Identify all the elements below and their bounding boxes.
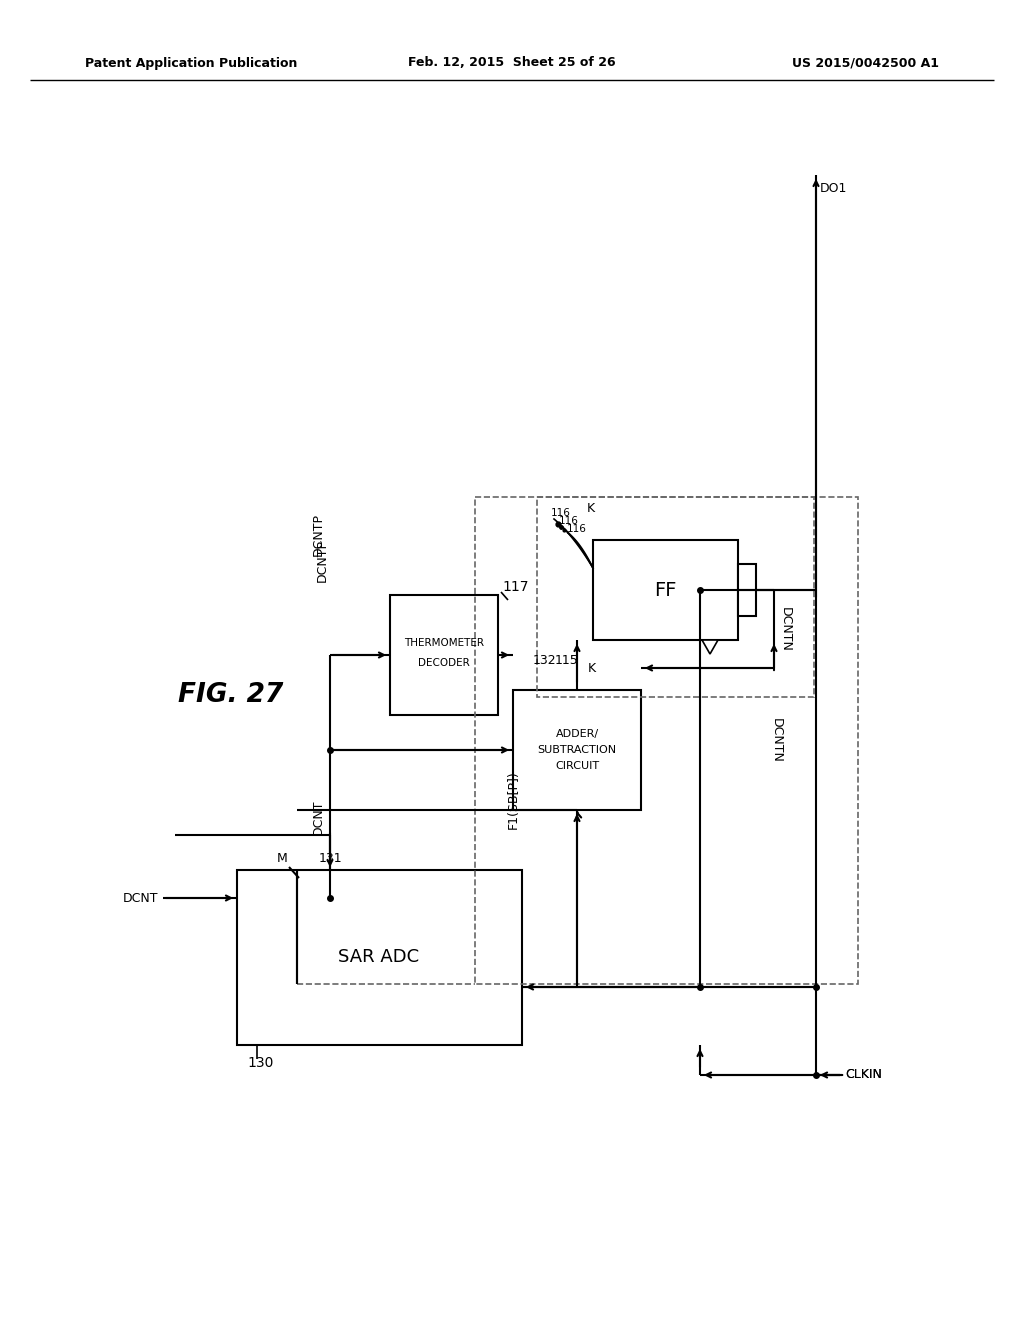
Bar (513, 690, 641, 810)
Text: F1(SB[P]): F1(SB[P]) (507, 771, 519, 829)
Text: DCNTP: DCNTP (315, 539, 329, 582)
Text: 116: 116 (551, 508, 570, 517)
Text: FIG. 27: FIG. 27 (178, 682, 284, 708)
Text: M: M (276, 851, 287, 865)
Text: SAR ADC: SAR ADC (339, 948, 420, 966)
Text: CLKIN: CLKIN (845, 1068, 882, 1081)
Text: ADDER/: ADDER/ (555, 729, 599, 739)
Text: DCNT: DCNT (312, 799, 325, 834)
Text: 115: 115 (555, 653, 579, 667)
Text: US 2015/0042500 A1: US 2015/0042500 A1 (792, 57, 939, 70)
Polygon shape (702, 640, 718, 653)
Bar (738, 564, 756, 616)
Text: K: K (587, 503, 595, 516)
Text: DO1: DO1 (820, 181, 848, 194)
Bar (593, 540, 738, 640)
Text: DCNTP: DCNTP (312, 513, 325, 557)
Text: DECODER: DECODER (418, 657, 470, 668)
Text: Feb. 12, 2015  Sheet 25 of 26: Feb. 12, 2015 Sheet 25 of 26 (409, 57, 615, 70)
Text: 130: 130 (247, 1056, 273, 1071)
Text: 117: 117 (502, 579, 528, 594)
Bar (390, 595, 498, 715)
Text: 116: 116 (559, 516, 579, 525)
Text: 116: 116 (567, 524, 587, 535)
Text: FF: FF (653, 581, 676, 599)
Text: SUBTRACTION: SUBTRACTION (538, 744, 616, 755)
Text: 132: 132 (532, 653, 556, 667)
Bar (537, 498, 814, 697)
Text: CLKIN: CLKIN (845, 1068, 882, 1081)
Text: DCNT: DCNT (123, 891, 158, 904)
Text: K: K (588, 661, 596, 675)
Text: DCNTN: DCNTN (779, 607, 792, 652)
Text: DCNTN: DCNTN (770, 718, 783, 763)
Text: Patent Application Publication: Patent Application Publication (85, 57, 297, 70)
Bar (475, 498, 858, 983)
Text: 131: 131 (319, 851, 343, 865)
Bar (237, 870, 522, 1045)
Text: THERMOMETER: THERMOMETER (404, 638, 484, 648)
Text: CIRCUIT: CIRCUIT (555, 762, 599, 771)
